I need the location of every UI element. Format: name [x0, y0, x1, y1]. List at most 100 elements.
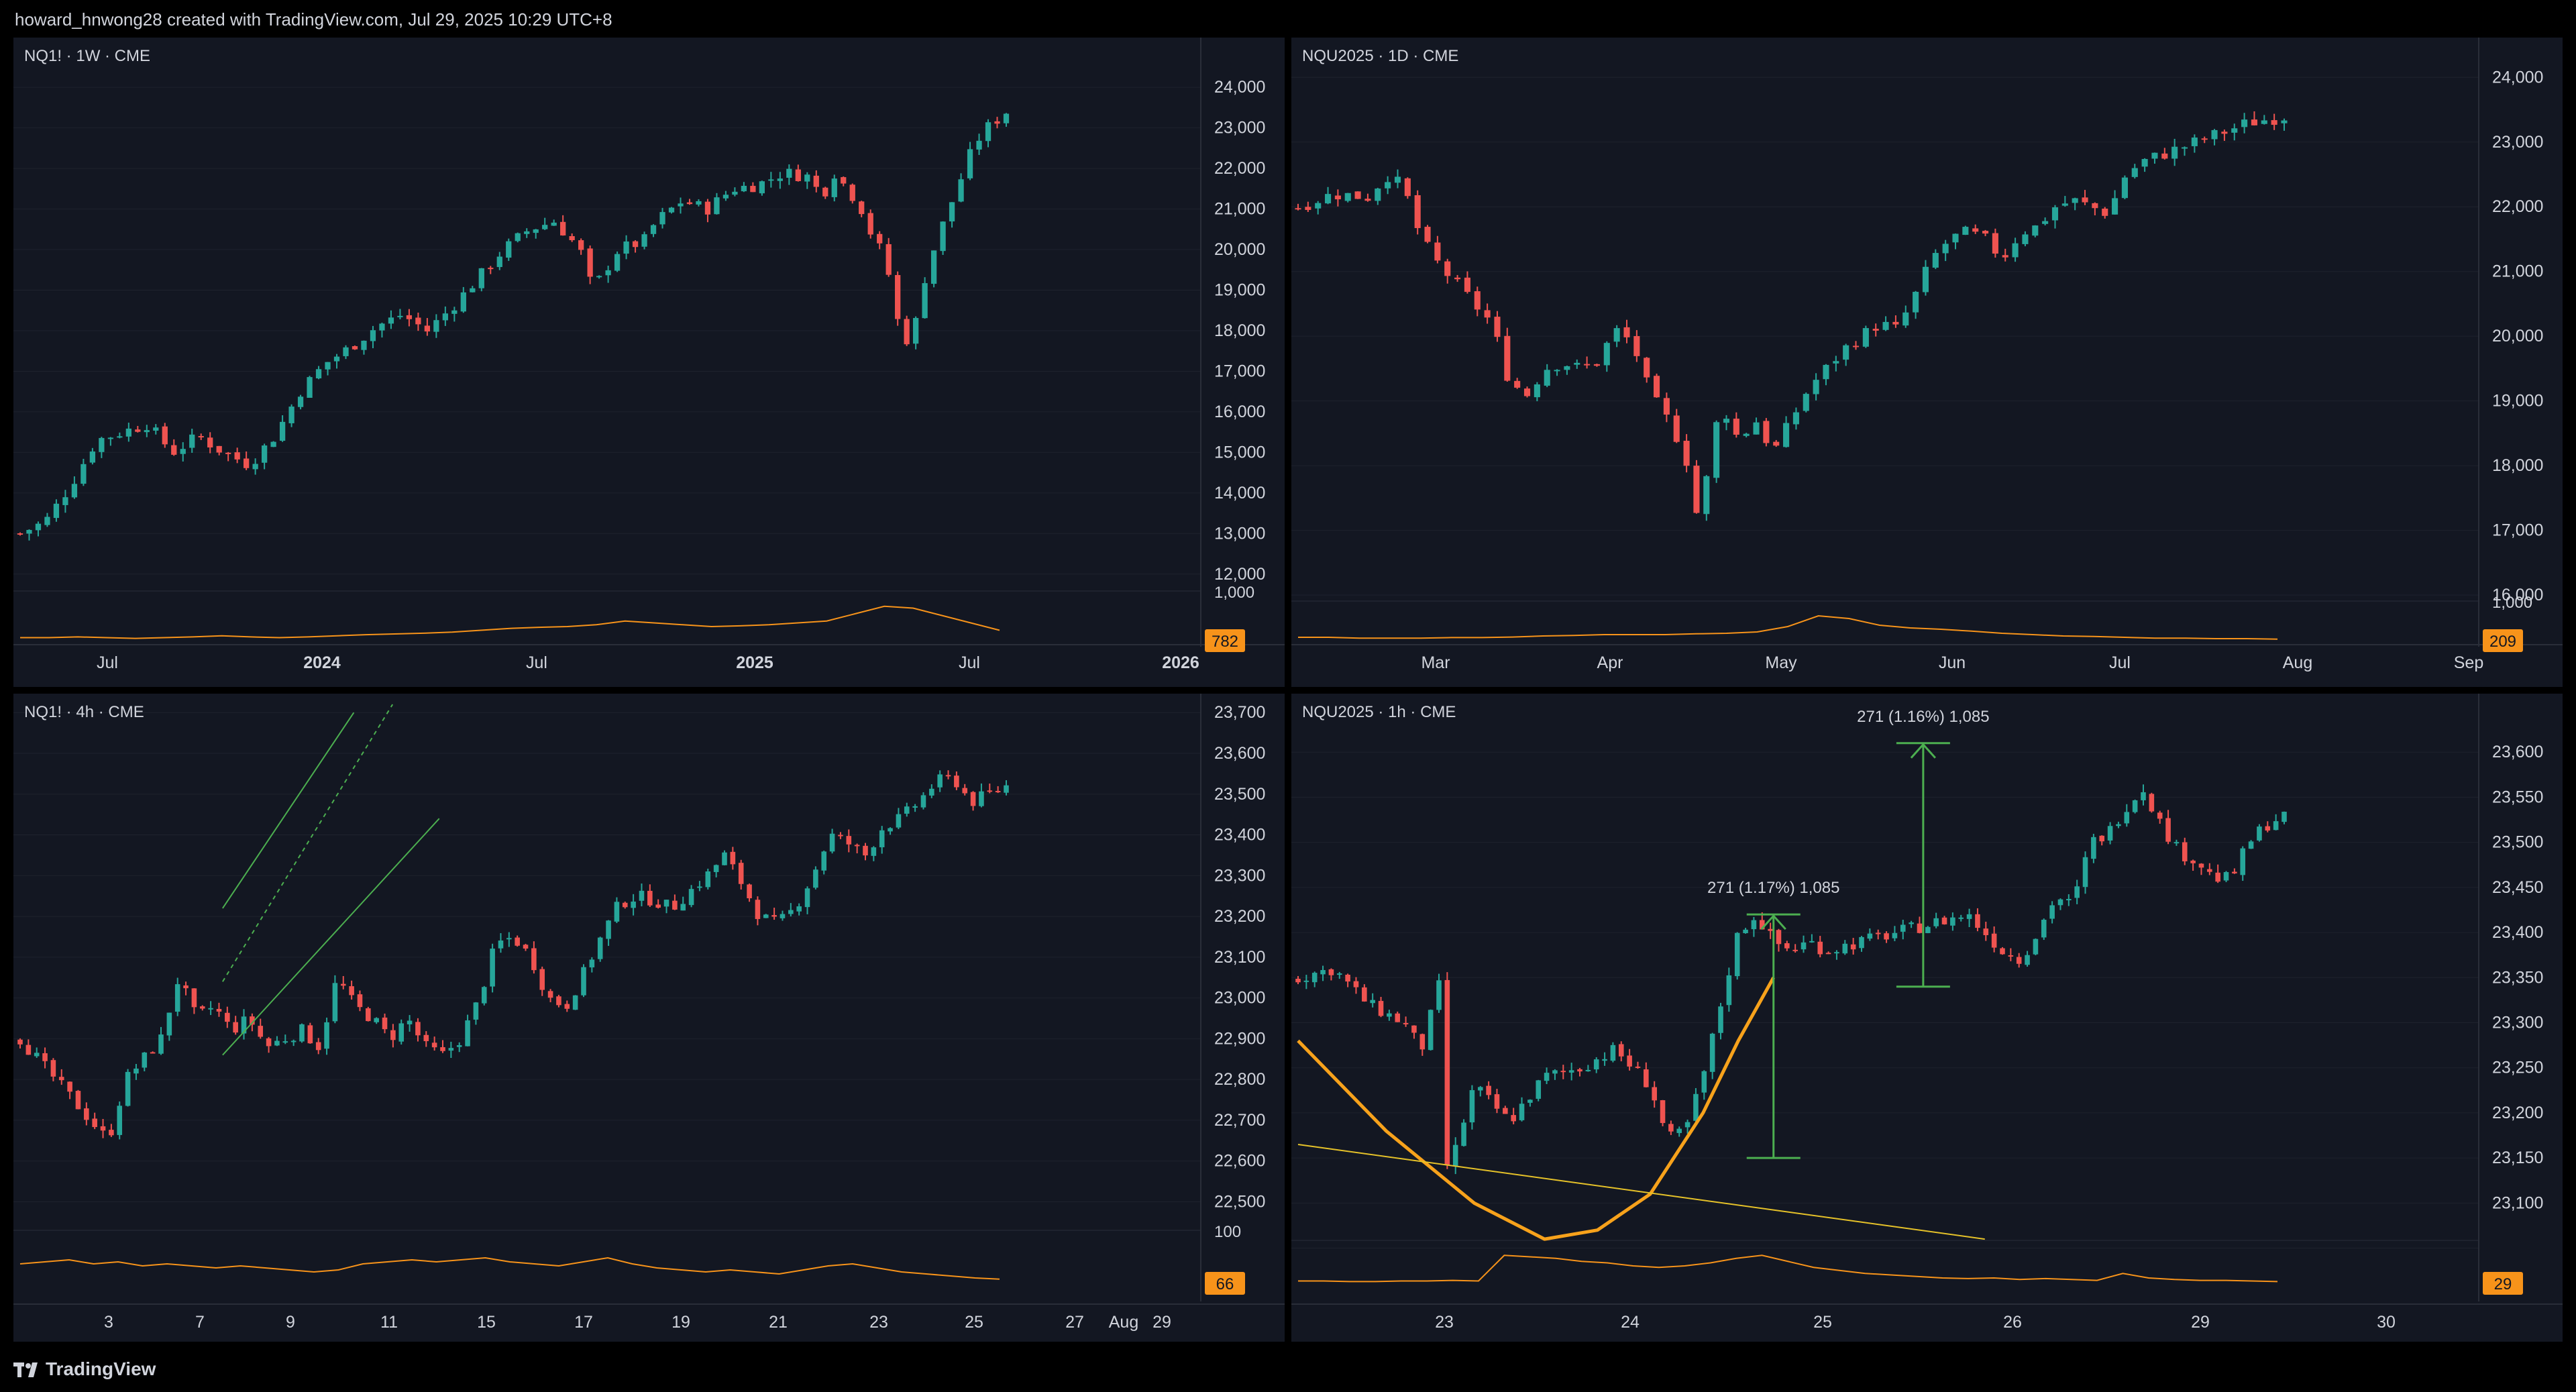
candle-body	[1884, 933, 1889, 940]
candle	[1610, 1042, 1616, 1063]
candle-body	[241, 1016, 247, 1034]
candle-body	[415, 1022, 421, 1036]
chart-svg-1h[interactable]: 271 (1.17%) 1,085 271 (1.16%) 1,085 29 23,6…	[1291, 694, 2563, 1342]
candle-body	[388, 317, 394, 324]
grid	[13, 712, 1201, 1202]
candle	[1514, 378, 1521, 389]
candle	[1434, 235, 1441, 264]
candle	[722, 191, 729, 201]
candle	[133, 1063, 139, 1080]
candle	[75, 1089, 81, 1110]
candle	[279, 415, 286, 442]
candle-body	[17, 533, 23, 535]
candle-body	[750, 186, 756, 193]
chart-panel-4h[interactable]: 66 100 23,700 23,600 23,500 23,400 23,300 23,20…	[13, 694, 1285, 1342]
candle	[888, 827, 893, 835]
candle	[274, 1036, 280, 1047]
candle-body	[967, 149, 973, 178]
candle-body	[1862, 328, 1869, 347]
candle	[1444, 972, 1450, 1169]
candle	[1792, 407, 1799, 430]
candle-body	[279, 421, 286, 441]
candle-body	[207, 437, 213, 448]
candle	[1950, 912, 1955, 931]
candle	[2211, 129, 2218, 146]
time-tick-label: 3	[104, 1313, 113, 1332]
candle-body	[2032, 225, 2039, 236]
candle-body	[2273, 821, 2279, 831]
volume-value: 29	[2494, 1275, 2512, 1293]
candle	[937, 770, 943, 792]
candle	[846, 829, 852, 853]
candle	[2161, 148, 2168, 160]
candle	[614, 251, 621, 272]
candle	[166, 1012, 172, 1041]
candle-body	[954, 775, 959, 788]
candle	[2257, 824, 2262, 842]
candle	[1917, 916, 1923, 934]
measure-arrowhead	[1760, 914, 1786, 930]
candle-body	[58, 1077, 64, 1081]
candle	[1295, 203, 1301, 211]
candle	[747, 884, 752, 902]
candle-body	[1362, 987, 1367, 1002]
price-tick-label: 20,000	[1214, 240, 1265, 259]
candle	[647, 884, 653, 907]
measure-arrowhead	[1910, 743, 1936, 759]
candle	[2157, 810, 2163, 824]
candle-body	[722, 852, 727, 865]
candle-body	[374, 1018, 379, 1022]
candle-body	[297, 396, 304, 407]
candle	[270, 441, 276, 447]
candle-body	[171, 445, 177, 455]
candle	[42, 1047, 48, 1069]
candle-body	[208, 1008, 213, 1010]
candle	[813, 170, 819, 193]
candle	[1872, 323, 1879, 337]
chart-panel-1h[interactable]: 271 (1.17%) 1,085 271 (1.16%) 1,085 29 23,6…	[1291, 694, 2563, 1342]
candle-body	[1925, 926, 1931, 933]
candle-body	[813, 869, 818, 888]
candle-body	[117, 436, 123, 438]
candle-body	[1952, 233, 1959, 243]
candle	[216, 445, 222, 456]
chart-panel-weekly[interactable]: 782 1,000 24,000 23,000 22,000 21,000 20,000 19…	[13, 38, 1285, 687]
candle	[713, 864, 719, 877]
candle-body	[17, 1039, 23, 1045]
candle	[2012, 237, 2019, 262]
candle-body	[912, 317, 919, 344]
chart-svg-weekly[interactable]: 782 1,000 24,000 23,000 22,000 21,000 20,000 19…	[13, 38, 1285, 687]
candle-body	[655, 904, 661, 908]
candle	[741, 182, 747, 193]
candle-body	[713, 865, 719, 872]
chart-svg-4h[interactable]: 66 100 23,700 23,600 23,500 23,400 23,300 23,20…	[13, 694, 1285, 1342]
candle	[1577, 1067, 1582, 1077]
candle-body	[1311, 973, 1318, 983]
candle	[976, 133, 982, 156]
candle-body	[2190, 860, 2196, 863]
candle-body	[578, 240, 584, 250]
chart-svg-daily[interactable]: 209 1,000 24,000 23,000 22,000 21,000 20,000 19…	[1291, 38, 2563, 687]
candle-body	[1536, 1080, 1542, 1099]
price-tick-label: 22,000	[1214, 159, 1265, 178]
candle	[1474, 286, 1481, 317]
price-tick-label: 14,000	[1214, 484, 1265, 502]
candle-body	[859, 201, 865, 215]
candle-body	[888, 828, 893, 832]
candle-body	[2265, 826, 2271, 831]
candle	[488, 266, 494, 274]
candle-body	[1577, 1069, 1582, 1072]
candle	[659, 207, 665, 229]
candle-body	[614, 902, 620, 922]
price-tick-label: 21,000	[2492, 262, 2543, 281]
candle-body	[771, 915, 777, 917]
price-tick-label: 23,500	[1214, 785, 1265, 804]
candle-body	[1972, 228, 1979, 232]
candle	[979, 783, 984, 808]
candle	[406, 309, 413, 327]
candle	[2112, 190, 2118, 215]
candle-body	[315, 369, 322, 379]
candle-body	[1703, 476, 1710, 515]
chart-panel-daily[interactable]: 209 1,000 24,000 23,000 22,000 21,000 20,000 19…	[1291, 38, 2563, 687]
candle	[912, 316, 919, 350]
